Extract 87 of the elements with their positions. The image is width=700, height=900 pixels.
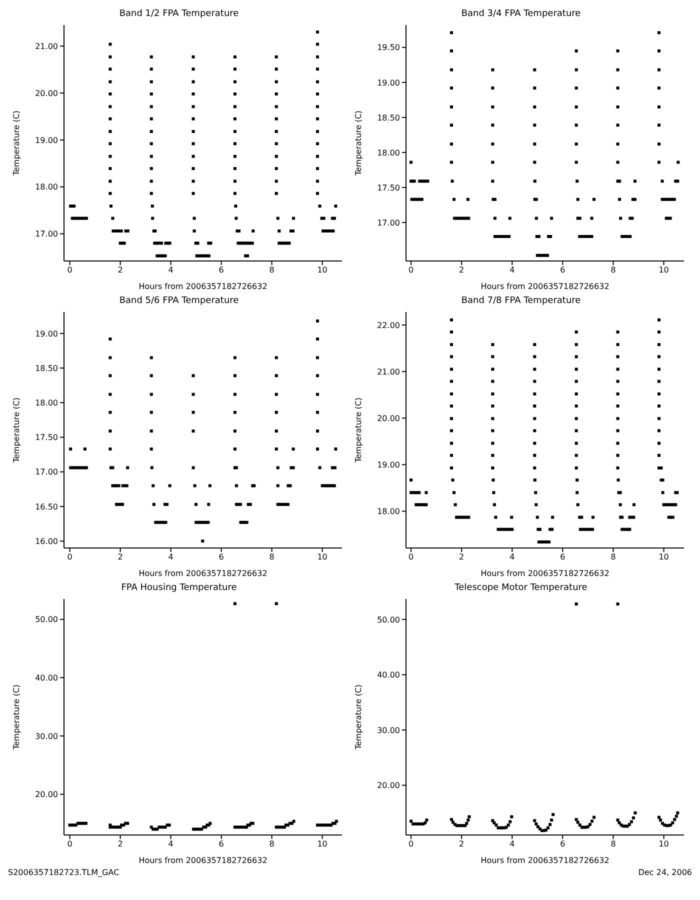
x-axis-title: Hours from 2006357182726632 [138, 282, 268, 291]
y-tick-label: 18.00 [377, 148, 400, 158]
x-tick-label: 4 [510, 840, 515, 849]
y-tick-label: 40.00 [35, 674, 58, 683]
x-tick-label: 0 [67, 840, 72, 849]
x-tick-label: 4 [168, 552, 174, 562]
y-tick-label: 21.00 [35, 42, 58, 51]
x-axis-title: Hours from 2006357182726632 [480, 569, 610, 578]
x-tick-label: 8 [610, 266, 616, 275]
x-tick-label: 2 [118, 840, 123, 849]
chart-title: Band 7/8 FPA Temperature [460, 295, 582, 308]
x-tick-label: 6 [560, 840, 566, 849]
y-tick-label: 19.00 [377, 78, 400, 88]
x-tick-label: 0 [67, 552, 72, 562]
x-tick-label: 0 [408, 552, 414, 562]
x-tick-label: 10 [658, 552, 669, 562]
x-tick-label: 8 [610, 552, 616, 562]
y-tick-label: 19.00 [377, 460, 400, 470]
x-tick-label: 10 [658, 840, 669, 849]
y-axis-title: Temperature (C) [354, 110, 363, 177]
x-axis-title: Hours from 2006357182726632 [480, 282, 610, 291]
x-tick-label: 2 [118, 266, 123, 275]
x-tick-label: 4 [168, 840, 174, 849]
x-tick-label: 0 [408, 266, 414, 275]
x-axis-title: Hours from 2006357182726632 [138, 856, 268, 865]
y-axis-title: Temperature (C) [354, 397, 363, 464]
x-tick-label: 4 [168, 266, 174, 275]
x-tick-label: 4 [510, 266, 515, 275]
y-tick-label: 19.50 [377, 43, 400, 52]
x-tick-label: 6 [560, 266, 566, 275]
x-tick-label: 6 [218, 840, 224, 849]
x-tick-label: 2 [459, 840, 464, 849]
y-tick-label: 50.00 [35, 615, 58, 624]
y-tick-label: 19.00 [35, 329, 58, 338]
x-tick-label: 6 [218, 266, 224, 275]
y-tick-label: 17.50 [377, 183, 400, 192]
y-tick-label: 17.00 [377, 218, 400, 228]
y-tick-label: 18.50 [377, 113, 400, 122]
y-tick-label: 18.00 [377, 507, 400, 516]
y-tick-label: 30.00 [377, 726, 400, 735]
y-axis-title: Temperature (C) [12, 684, 21, 751]
y-tick-label: 21.00 [377, 367, 400, 376]
x-tick-label: 8 [269, 840, 274, 849]
y-tick-label: 16.50 [35, 502, 58, 512]
y-tick-label: 20.00 [377, 781, 400, 790]
x-tick-label: 2 [459, 266, 464, 275]
chart-title: Band 1/2 FPA Temperature [118, 8, 240, 21]
chart-title: Telescope Motor Temperature [454, 582, 588, 595]
y-tick-label: 18.00 [35, 398, 58, 408]
x-tick-label: 0 [67, 266, 72, 275]
x-tick-label: 10 [317, 840, 328, 849]
x-tick-label: 0 [408, 840, 414, 849]
y-tick-label: 16.00 [35, 536, 58, 546]
y-tick-label: 50.00 [377, 615, 400, 624]
y-tick-label: 30.00 [35, 732, 58, 741]
chart-title: Band 5/6 FPA Temperature [118, 295, 240, 308]
chart-title: Band 3/4 FPA Temperature [460, 8, 582, 21]
y-axis-title: Temperature (C) [12, 110, 21, 177]
x-tick-label: 6 [218, 552, 224, 562]
x-tick-label: 6 [560, 552, 566, 562]
y-tick-label: 40.00 [377, 670, 400, 680]
y-tick-label: 19.00 [35, 136, 58, 145]
y-axis-title: Temperature (C) [354, 684, 363, 751]
y-tick-label: 17.00 [35, 468, 58, 477]
y-axis-title: Temperature (C) [12, 397, 21, 464]
x-tick-label: 4 [510, 552, 515, 562]
x-axis-title: Hours from 2006357182726632 [138, 569, 268, 578]
x-tick-label: 8 [269, 266, 274, 275]
y-tick-label: 17.50 [35, 433, 58, 442]
y-tick-label: 20.00 [377, 414, 400, 423]
y-tick-label: 18.00 [35, 182, 58, 192]
text: Dec 24, 2006 [637, 867, 692, 878]
chart-title: FPA Housing Temperature [120, 582, 238, 595]
y-tick-label: 20.00 [35, 790, 58, 800]
x-tick-label: 2 [459, 552, 464, 562]
y-tick-label: 18.50 [35, 364, 58, 373]
x-axis-title: Hours from 2006357182726632 [480, 856, 610, 865]
text: S2006357182723.TLM_GAC [8, 867, 120, 878]
x-tick-label: 8 [610, 840, 616, 849]
x-tick-label: 10 [658, 266, 669, 275]
y-tick-label: 20.00 [35, 88, 58, 98]
x-tick-label: 8 [269, 552, 274, 562]
x-tick-label: 10 [317, 266, 328, 275]
y-tick-label: 22.00 [377, 320, 400, 330]
x-tick-label: 2 [118, 552, 123, 562]
x-tick-label: 10 [317, 552, 328, 562]
y-tick-label: 17.00 [35, 230, 58, 239]
